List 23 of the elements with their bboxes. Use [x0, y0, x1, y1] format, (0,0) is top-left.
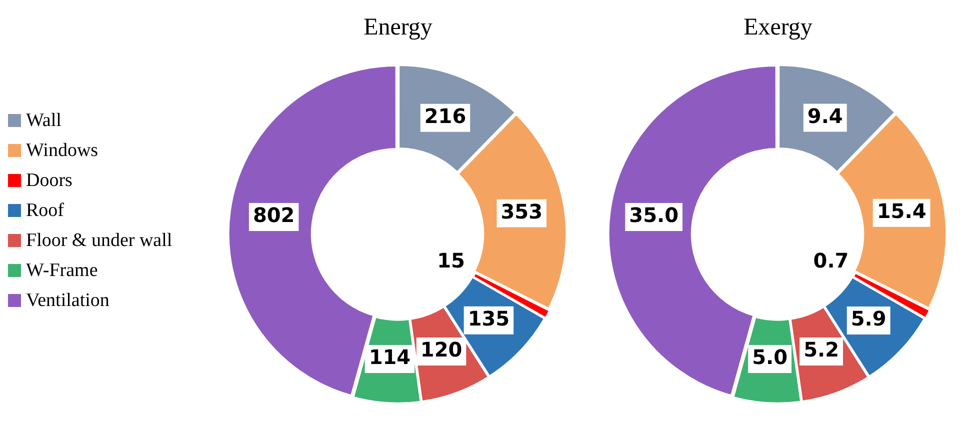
legend-label: W-Frame	[26, 260, 98, 282]
data-label: 15.4	[876, 199, 926, 224]
data-label: 216	[424, 104, 466, 128]
legend-label: Ventilation	[26, 290, 110, 312]
chart-title: Exergy	[744, 14, 812, 41]
data-label: 120	[420, 338, 462, 362]
data-label: 135	[468, 306, 510, 331]
data-label: 5.0	[752, 345, 788, 370]
data-label: 5.9	[850, 306, 886, 331]
data-label: 114	[368, 345, 411, 370]
data-label: 5.2	[804, 338, 840, 362]
data-label: 15	[437, 248, 465, 273]
legend-label: Windows	[26, 140, 98, 162]
data-label: 802	[252, 203, 295, 228]
data-label: 353	[500, 199, 542, 224]
data-label: 9.4	[807, 104, 843, 128]
data-label: 0.7	[813, 248, 849, 273]
chart-title: Energy	[364, 14, 432, 41]
legend-label: Roof	[26, 200, 64, 222]
legend-label: Floor & under wall	[26, 230, 172, 252]
legend-label: Doors	[26, 170, 72, 192]
data-label: 35.0	[629, 203, 678, 228]
legend-label: Wall	[26, 110, 62, 132]
